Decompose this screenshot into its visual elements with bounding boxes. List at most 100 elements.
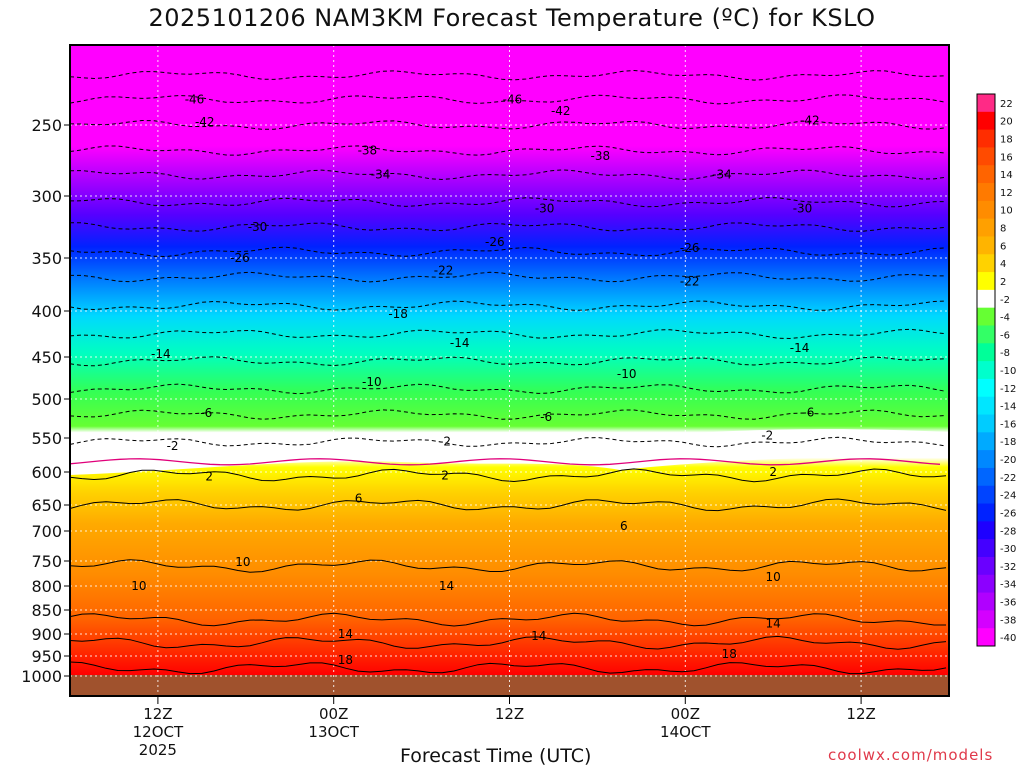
colorbar-label: 22 [1000, 99, 1013, 110]
contour-labels: -46 -46-42-42-42-38 -38-34 -34-30-30 -30-26-… [131, 92, 819, 667]
colorbar-swatch [977, 592, 995, 611]
contour-label: -26 [485, 235, 505, 249]
colorbar-swatch [977, 432, 995, 451]
isotherm-solid [69, 559, 947, 573]
y-tick-label: 550 [31, 429, 62, 448]
y-tick-label: 950 [31, 647, 62, 666]
contour-label: 2 [769, 465, 777, 479]
contour-label: -18 [388, 307, 408, 321]
y-tick-label: 600 [31, 463, 62, 482]
colorbar-swatch [977, 343, 995, 362]
contour-label: -2 [761, 429, 773, 443]
colorbar-label: 20 [1000, 117, 1013, 128]
colorbar-label: 14 [1000, 170, 1013, 181]
x-tick-label: 12Z [495, 705, 524, 723]
x-tick-label: 13OCT [308, 723, 359, 741]
colorbar-label: -36 [1000, 597, 1016, 608]
colorbar-label: 18 [1000, 135, 1013, 146]
colorbar-label: -32 [1000, 562, 1016, 573]
freezing-line [69, 458, 941, 466]
colorbar-label: -34 [1000, 580, 1016, 591]
colorbar-label: 6 [1000, 241, 1006, 252]
contour-label: 14 [766, 616, 781, 630]
colorbar-swatch [977, 272, 995, 291]
colorbar-swatch [977, 183, 995, 202]
contour-label: -10 [617, 367, 637, 381]
isotherm-solid [69, 661, 947, 675]
colorbar-swatch [977, 325, 995, 344]
contour-label: 14 [338, 627, 353, 641]
contour-label: -22 [434, 264, 454, 278]
contour-label: -6 [540, 410, 552, 424]
colorbar-swatch [977, 200, 995, 220]
y-tick-label: 800 [31, 577, 62, 596]
colorbar-label: 2 [1000, 277, 1006, 288]
colorbar-label: -12 [1000, 384, 1016, 395]
x-tick-label: 00Z [319, 705, 348, 723]
contour-label: 18 [722, 647, 737, 661]
colorbar-swatch [977, 307, 995, 326]
y-axis: 250 300 350 400 450 500 550 600 650 700 750 800 850 9… [21, 116, 70, 686]
chart-title: 2025101206 NAM3KM Forecast Temperature (… [148, 4, 876, 32]
colorbar-swatch [977, 254, 995, 273]
isotherm-dashed [69, 436, 947, 448]
contour-label: -46 [503, 92, 523, 106]
contour-label: -2 [167, 439, 179, 453]
y-tick-label: 400 [31, 302, 62, 321]
isotherm-solid [69, 468, 947, 483]
colorbar-label: -28 [1000, 526, 1016, 537]
colorbar-swatch [977, 521, 995, 540]
y-tick-label: 700 [31, 522, 62, 541]
contour-label: 2 [441, 468, 449, 482]
colorbar-label: -6 [1000, 330, 1010, 341]
contour-label: -2 [439, 434, 451, 448]
y-tick-label: 300 [31, 187, 62, 206]
isotherm-solid [69, 498, 947, 512]
colorbar-swatch [977, 628, 995, 647]
contour-label: 6 [355, 491, 363, 505]
colorbar-label: -16 [1000, 419, 1016, 430]
y-tick-label: 500 [31, 390, 62, 409]
contour-label: -34 [371, 168, 391, 182]
colorbar-swatch [977, 236, 995, 255]
colorbar-swatch [977, 414, 995, 433]
contour-label: -6 [802, 405, 814, 419]
colorbar-label: -26 [1000, 508, 1016, 519]
y-tick-label: 250 [31, 116, 62, 135]
x-tick-label: 12Z [143, 705, 172, 723]
colorbar-swatch [977, 94, 995, 113]
contour-label: 14 [439, 579, 454, 593]
colorbar-label: 8 [1000, 224, 1006, 235]
colorbar-label: -8 [1000, 348, 1010, 359]
isotherm-solid [69, 612, 946, 627]
contour-label: -38 [591, 149, 611, 163]
colorbar-label: 12 [1000, 188, 1013, 199]
x-tick-label: 14OCT [660, 723, 711, 741]
credit-text: coolwx.com/models [828, 746, 994, 764]
colorbar-swatch [977, 111, 995, 131]
x-tick-label: 12OCT [133, 723, 184, 741]
contour-lines [69, 69, 947, 675]
contour-label: -30 [793, 201, 813, 215]
contour-label: 10 [131, 579, 146, 593]
x-tick-label: 00Z [671, 705, 700, 723]
colorbar-swatch [977, 361, 995, 380]
contour-label: 6 [620, 519, 628, 533]
colorbar-swatch [977, 556, 995, 576]
contour-label: -14 [151, 347, 171, 361]
colorbar-frame [976, 93, 996, 647]
colorbar-swatch [977, 147, 995, 166]
colorbar-swatch [977, 165, 995, 184]
colorbar-label: -30 [1000, 544, 1016, 555]
colorbar-label: 10 [1000, 206, 1013, 217]
contour-label: -42 [195, 115, 215, 129]
colorbar-label: -24 [1000, 491, 1016, 502]
x-axis-title: Forecast Time (UTC) [400, 745, 592, 767]
colorbar: 22 20 18 16 14 12 10 8 6 4 2 -2 -4 -6 -8 -10 -12 -14 -16 -1… [976, 93, 1016, 647]
contour-label: -26 [680, 241, 700, 255]
colorbar-swatch [977, 450, 995, 469]
contour-label: -42 [551, 104, 571, 118]
colorbar-swatch [977, 610, 995, 629]
isotherm-dashed [69, 145, 947, 156]
